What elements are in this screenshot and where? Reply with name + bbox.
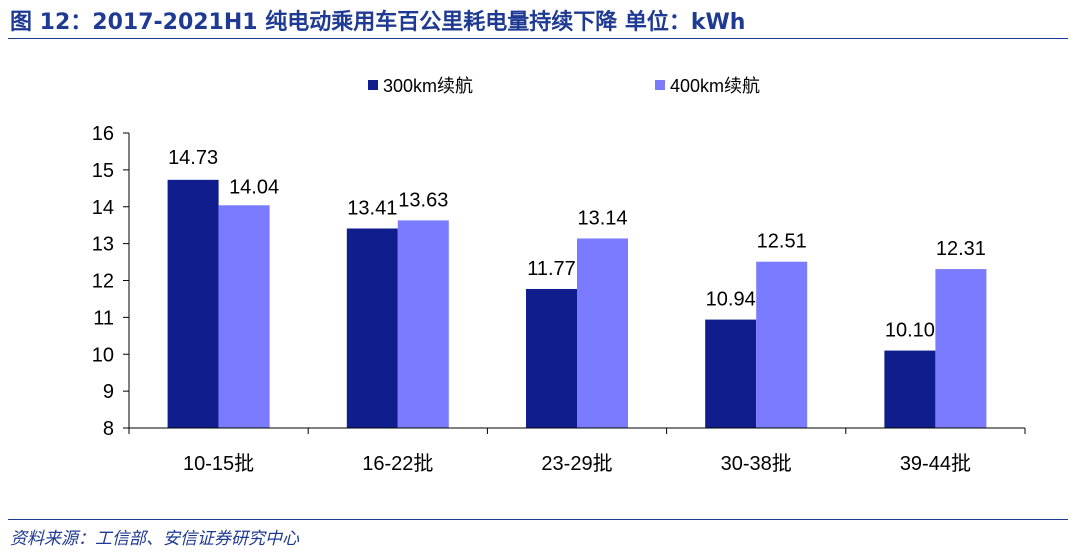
legend-swatch (655, 80, 665, 90)
bar-value-label: 13.41 (347, 198, 397, 220)
y-axis: 8 9 10 11 12 13 14 15 16 (92, 123, 130, 440)
x-axis: 10-15批 16-22批 23-29批 30-38批 39-44批 (128, 427, 1026, 475)
y-tick-label: 9 (103, 381, 114, 403)
bar-value-label: 11.77 (527, 258, 576, 280)
y-tick-label: 8 (103, 418, 114, 440)
source-note: 资料来源：工信部、安信证券研究中心 (10, 529, 299, 549)
bar-300km (884, 350, 936, 428)
bar-400km (397, 220, 449, 428)
figure-title: 图 12：2017-2021H1 纯电动乘用车百公里耗电量持续下降 单位：kWh (10, 10, 746, 35)
x-category-label: 10-15批 (183, 452, 254, 475)
legend-label: 300km续航 (383, 76, 473, 96)
y-tick-label: 11 (93, 307, 114, 329)
bar-300km (167, 179, 219, 428)
title-divider (8, 38, 1068, 39)
bar-400km (577, 238, 628, 428)
bar-value-label: 12.31 (936, 238, 986, 260)
bar-value-label: 12.51 (757, 231, 807, 253)
y-tick-label: 10 (92, 344, 114, 366)
chart-legend: 300km续航 400km续航 (368, 76, 760, 96)
bar-value-label: 10.10 (885, 320, 935, 342)
x-category-label: 39-44批 (900, 452, 971, 475)
y-tick-label: 15 (92, 160, 114, 182)
legend-swatch (368, 80, 378, 90)
bar-400km (935, 269, 987, 428)
x-category-label: 16-22批 (362, 452, 433, 475)
x-category-label: 30-38批 (721, 452, 792, 475)
y-tick-label: 12 (92, 271, 114, 293)
y-tick-label: 13 (92, 234, 114, 256)
legend-label: 400km续航 (670, 76, 760, 96)
y-tick-label: 14 (92, 197, 114, 219)
bar-300km (526, 288, 577, 428)
bar-series: 14.73 13.41 11.77 10.94 10.10 14.04 13.63 13.14… (167, 147, 987, 428)
bar-value-label: 14.73 (168, 147, 218, 169)
bar-value-label: 13.63 (398, 189, 448, 211)
bar-chart: 300km续航 400km续航 8 9 10 11 12 13 14 15 16 14.73 13.… (92, 76, 1026, 475)
bar-400km (218, 205, 270, 428)
bar-value-label: 10.94 (706, 289, 756, 311)
bar-400km (756, 261, 808, 428)
bar-300km (705, 319, 757, 428)
bar-300km (346, 228, 398, 428)
bar-value-label: 13.14 (577, 207, 627, 229)
x-category-label: 23-29批 (541, 452, 612, 475)
y-tick-label: 16 (92, 123, 114, 145)
bar-value-label: 14.04 (229, 176, 279, 198)
source-divider (8, 519, 1068, 520)
